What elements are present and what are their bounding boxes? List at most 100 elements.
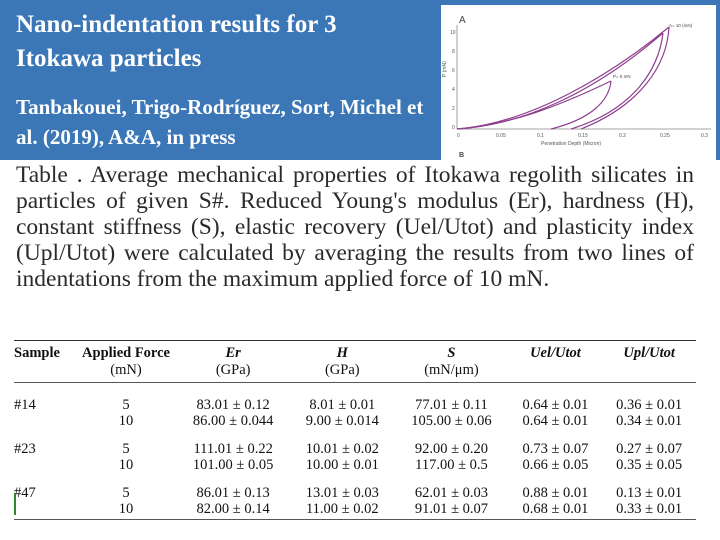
cell-s: 77.01 ± 0.11 — [415, 397, 488, 413]
cell-er: 82.00 ± 0.14 — [176, 501, 291, 520]
panel-a-label: A — [459, 15, 466, 26]
cell-h: 9.00 ± 0.014 — [305, 413, 379, 429]
cell-h: 11.00 ± 0.02 — [290, 501, 395, 520]
col-header-h-text: H — [336, 345, 348, 361]
panel-b-label: B — [459, 152, 464, 159]
col-header-uel: Uel/Utot — [508, 340, 603, 362]
cell-force: 10 — [118, 457, 134, 473]
cell-upl: 0.35 ± 0.05 — [616, 457, 683, 473]
cell-force: 5 — [122, 485, 130, 501]
col-header-upl: Upl/Utot — [602, 340, 696, 362]
legend-5mn: P= 5 mN — [613, 74, 631, 79]
slide-authors: Tanbakouei, Trigo-Rodríguez, Sort, Miche… — [16, 95, 424, 149]
table-header-row: Sample Applied Force Er H S Uel/Utot Upl… — [14, 340, 696, 362]
table-spacer — [14, 429, 696, 441]
col-header-uel-text: Uel/Utot — [530, 345, 581, 361]
cell-sample: #47 — [14, 485, 36, 501]
cell-force: 5 — [122, 397, 130, 413]
y-tick: 6 — [452, 68, 455, 74]
col-header-s-text: S — [447, 345, 456, 361]
cell-s: 105.00 ± 0.06 — [411, 413, 492, 429]
cell-s: 62.01 ± 0.03 — [414, 485, 489, 501]
cell-upl: 0.33 ± 0.01 — [602, 501, 696, 520]
cell-sample — [14, 413, 76, 429]
cell-upl: 0.13 ± 0.01 — [616, 485, 683, 501]
x-tick: 0.2 — [619, 133, 626, 139]
caption-text: Table . Average mechanical properties of… — [16, 162, 694, 292]
cell-s: 92.00 ± 0.20 — [414, 441, 489, 457]
slide-title: Nano-indentation results for 3 Itokawa p… — [16, 11, 337, 72]
x-tick: 0.25 — [660, 133, 670, 139]
cell-sample: #14 — [14, 397, 36, 413]
cell-sample — [14, 457, 76, 473]
unit-uel — [508, 362, 603, 383]
cell-h: 10.00 ± 0.01 — [305, 457, 379, 473]
y-tick: 10 — [450, 30, 456, 36]
cell-er: 101.00 ± 0.05 — [192, 457, 274, 473]
col-header-er: Er — [176, 340, 291, 362]
cell-sample: #23 — [14, 441, 36, 457]
cell-uel: 0.64 ± 0.01 — [522, 413, 589, 429]
y-axis-label: P (mN) — [442, 61, 448, 77]
unloading-curve-10mn-b — [570, 32, 664, 130]
loading-curve-10mn — [456, 26, 670, 130]
cell-s: 117.00 ± 0.5 — [415, 457, 488, 473]
properties-table-wrapper: Sample Applied Force Er H S Uel/Utot Upl… — [14, 340, 696, 520]
table-row: 10 101.00 ± 0.05 10.00 ± 0.01 117.00 ± 0… — [14, 457, 696, 473]
unit-er: (GPa) — [176, 362, 291, 383]
unit-s: (mN/μm) — [394, 362, 509, 383]
load-depth-figure: A 10 8 6 4 2 0 P (mN) 0 0.05 0.1 0.15 0.… — [441, 5, 716, 160]
cell-uel: 0.68 ± 0.01 — [508, 501, 603, 520]
y-tick: 2 — [452, 106, 455, 112]
cell-uel: 0.88 ± 0.01 — [522, 485, 589, 501]
table-spacer — [14, 383, 696, 398]
cell-er: 83.01 ± 0.12 — [196, 397, 270, 413]
slide-accent-bar — [14, 493, 16, 515]
unit-force: (mN) — [76, 362, 176, 383]
table-row: #23 5 111.01 ± 0.22 10.01 ± 0.02 92.00 ±… — [14, 441, 696, 457]
cell-force: 5 — [122, 441, 130, 457]
loading-curve-5mn — [456, 80, 612, 130]
col-header-h: H — [290, 340, 395, 362]
legend-10mn: A= 10 (mN) — [669, 23, 693, 28]
x-axis-label: Penetration Depth (Micron) — [541, 141, 601, 147]
table-row: 10 82.00 ± 0.14 11.00 ± 0.02 91.01 ± 0.0… — [14, 501, 696, 520]
cell-h: 10.01 ± 0.02 — [305, 441, 379, 457]
indentation-curves — [456, 26, 670, 130]
col-header-upl-text: Upl/Utot — [623, 345, 675, 361]
x-tick: 0 — [457, 133, 460, 139]
col-header-er-text: Er — [225, 345, 241, 361]
cell-upl: 0.36 ± 0.01 — [616, 397, 683, 413]
x-tick: 0.1 — [537, 133, 544, 139]
cell-er: 86.01 ± 0.13 — [196, 485, 270, 501]
table-spacer — [14, 473, 696, 485]
cell-h: 13.01 ± 0.03 — [305, 485, 379, 501]
y-tick: 8 — [452, 49, 455, 55]
unloading-curve-10mn — [580, 26, 670, 130]
table-row: #14 5 83.01 ± 0.12 8.01 ± 0.01 77.01 ± 0… — [14, 397, 696, 413]
table-caption: Table . Average mechanical properties of… — [16, 162, 694, 292]
unloading-curve-5mn — [550, 80, 612, 130]
cell-h: 8.01 ± 0.01 — [309, 397, 376, 413]
cell-s: 91.01 ± 0.07 — [394, 501, 509, 520]
cell-uel: 0.66 ± 0.05 — [522, 457, 589, 473]
y-tick: 0 — [452, 125, 455, 131]
unit-h: (GPa) — [290, 362, 395, 383]
col-header-force: Applied Force — [76, 340, 176, 362]
cell-force: 10 — [76, 501, 176, 520]
unit-sample — [14, 362, 76, 383]
table-row: 10 86.00 ± 0.044 9.00 ± 0.014 105.00 ± 0… — [14, 413, 696, 429]
x-tick: 0.3 — [701, 133, 708, 139]
col-header-s: S — [394, 340, 509, 362]
x-tick: 0.05 — [496, 133, 506, 139]
cell-upl: 0.27 ± 0.07 — [616, 441, 683, 457]
cell-uel: 0.64 ± 0.01 — [522, 397, 589, 413]
table-units-row: (mN) (GPa) (GPa) (mN/μm) — [14, 362, 696, 383]
cell-sample — [14, 501, 76, 520]
load-depth-plot: A 10 8 6 4 2 0 P (mN) 0 0.05 0.1 0.15 0.… — [441, 5, 716, 160]
y-tick: 4 — [452, 87, 455, 93]
cell-er: 86.00 ± 0.044 — [192, 413, 274, 429]
cell-er: 111.01 ± 0.22 — [193, 441, 273, 457]
x-tick: 0.15 — [578, 133, 588, 139]
cell-force: 10 — [118, 413, 134, 429]
